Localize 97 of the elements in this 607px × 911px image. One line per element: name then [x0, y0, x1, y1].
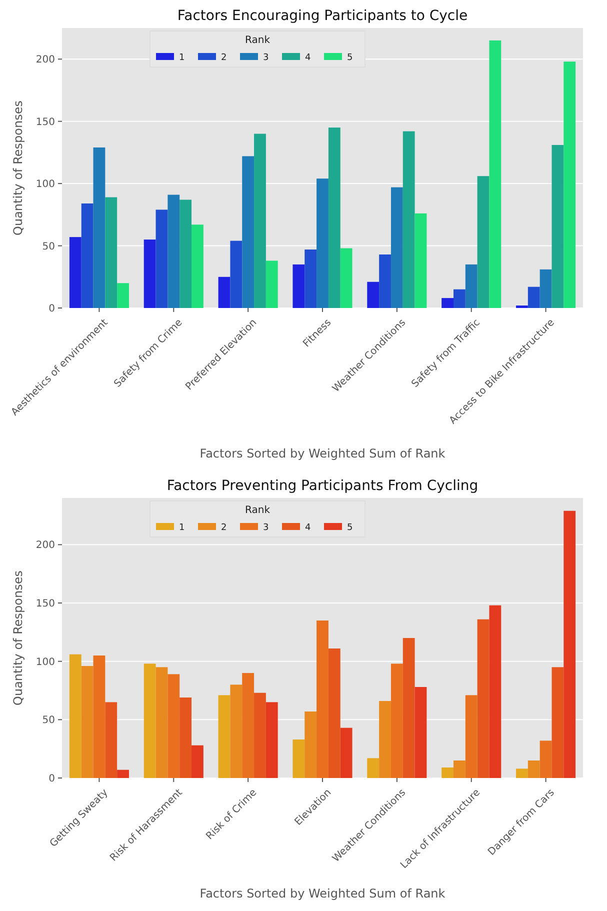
y-tick-label: 100: [36, 656, 55, 668]
bar: [564, 510, 576, 778]
bar: [316, 178, 328, 308]
y-tick-label: 200: [36, 540, 55, 552]
bar: [105, 702, 118, 778]
bar: [540, 269, 552, 308]
bar: [69, 654, 82, 778]
bar: [230, 240, 242, 308]
y-tick-label: 50: [42, 715, 55, 726]
bar: [465, 264, 478, 308]
bar: [156, 210, 168, 308]
bar: [414, 213, 427, 308]
bar: [367, 282, 380, 308]
bar: [414, 687, 427, 778]
bar: [340, 248, 352, 308]
x-axis-title: Factors Sorted by Weighted Sum of Rank: [200, 446, 446, 460]
bar: [105, 197, 118, 308]
bar: [402, 638, 415, 778]
bar: [254, 134, 266, 308]
bar: [156, 667, 168, 778]
bar: [328, 128, 340, 308]
bar: [292, 740, 305, 778]
y-tick-label: 0: [48, 774, 55, 784]
bar: [81, 203, 94, 308]
bar: [453, 760, 466, 778]
bar: [477, 619, 490, 778]
legend-label: 4: [305, 53, 311, 64]
bar: [390, 187, 403, 308]
bar: [528, 760, 540, 778]
bar: [528, 286, 540, 308]
bar: [180, 698, 192, 778]
bar: [81, 666, 94, 778]
y-tick-label: 50: [42, 241, 55, 252]
bar: [218, 695, 230, 778]
y-tick-label: 0: [48, 304, 55, 314]
bar: [192, 745, 204, 778]
bar: [242, 156, 254, 308]
bar: [168, 674, 180, 778]
legend-label: 5: [347, 53, 353, 64]
bar: [552, 144, 564, 308]
bar: [144, 664, 156, 778]
bar: [402, 131, 415, 308]
bar: [218, 276, 230, 308]
bar: [340, 728, 352, 778]
legend-label: 4: [305, 523, 311, 534]
legend-title: Rank: [245, 35, 270, 46]
x-axis-title: Factors Sorted by Weighted Sum of Rank: [200, 886, 446, 900]
bar: [93, 147, 106, 308]
bar: [230, 684, 242, 778]
bar: [292, 264, 305, 308]
bar: [453, 289, 466, 308]
y-tick-label: 200: [36, 54, 55, 66]
legend-label: 3: [263, 53, 269, 64]
y-tick-label: 100: [36, 179, 55, 190]
bar: [117, 770, 129, 778]
bar: [379, 701, 391, 778]
y-axis-title: Quantity of Responses: [11, 100, 25, 236]
bar: [328, 648, 340, 778]
bar: [552, 667, 564, 778]
bar: [367, 758, 380, 778]
bar: [516, 768, 528, 778]
legend-title: Rank: [245, 505, 270, 516]
bar: [304, 712, 317, 778]
bar: [242, 673, 254, 778]
bar: [254, 692, 266, 778]
bar: [390, 664, 403, 778]
chart-title: Factors Preventing Participants From Cycling: [166, 478, 478, 494]
bar: [564, 62, 576, 308]
bar: [442, 768, 454, 778]
bar: [144, 240, 156, 308]
bar: [465, 695, 478, 778]
bar: [489, 605, 502, 778]
bar: [117, 283, 129, 308]
bar: [540, 740, 552, 778]
bar: [266, 702, 278, 778]
bar: [266, 260, 278, 308]
bar: [316, 620, 328, 778]
y-tick-label: 150: [36, 116, 55, 128]
bar: [192, 224, 204, 308]
legend-label: 1: [179, 523, 185, 534]
bar: [304, 250, 317, 308]
bar: [93, 656, 106, 778]
bar: [477, 176, 490, 308]
bar: [489, 40, 502, 308]
y-axis-title: Quantity of Responses: [11, 570, 25, 706]
legend-label: 2: [221, 53, 227, 64]
chart-title: Factors Encouraging Participants to Cycle: [177, 8, 468, 24]
legend-label: 3: [263, 523, 269, 534]
bar: [168, 194, 180, 308]
bar: [379, 254, 391, 308]
legend-label: 1: [179, 53, 185, 64]
y-tick-label: 150: [36, 598, 55, 610]
bar: [69, 237, 82, 308]
bar: [442, 298, 454, 308]
legend-label: 2: [221, 523, 227, 534]
legend-label: 5: [347, 523, 353, 534]
bar: [180, 200, 192, 308]
